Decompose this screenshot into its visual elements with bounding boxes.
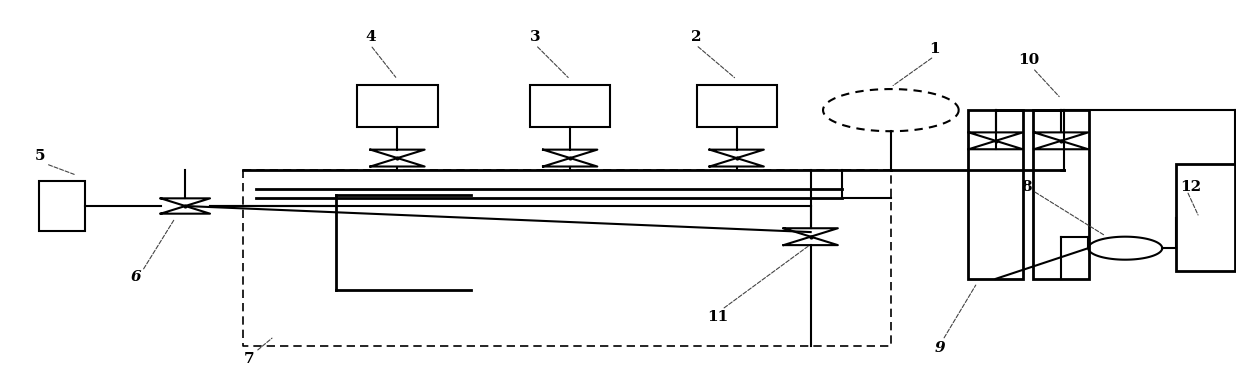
Bar: [357, 85, 437, 127]
Bar: [696, 85, 777, 127]
Text: 12: 12: [1180, 180, 1201, 194]
Bar: [38, 181, 85, 231]
Text: 9: 9: [935, 341, 945, 355]
Text: 10: 10: [1018, 53, 1040, 67]
Text: 6: 6: [130, 270, 141, 284]
Bar: [1033, 110, 1089, 279]
Bar: [530, 85, 611, 127]
Text: 2: 2: [690, 30, 701, 44]
Text: 1: 1: [929, 42, 939, 56]
Bar: [968, 110, 1023, 279]
Text: 3: 3: [530, 30, 541, 44]
Text: 5: 5: [35, 149, 45, 163]
Bar: [1176, 164, 1235, 271]
Text: 7: 7: [244, 352, 255, 366]
Text: 4: 4: [366, 30, 375, 44]
Text: 11: 11: [707, 310, 729, 324]
Text: 8: 8: [1021, 180, 1032, 194]
